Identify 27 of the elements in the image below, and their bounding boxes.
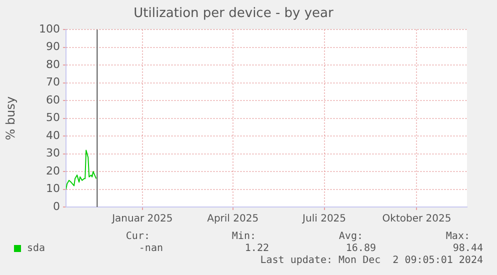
text: 1.22 (244, 243, 269, 254)
y-tick-label: 10 (46, 182, 60, 196)
y-tick-label: 90 (46, 40, 60, 54)
x-tick-label: Juli 2025 (302, 214, 346, 225)
y-tick-label: 60 (46, 93, 60, 106)
text: -nan (138, 243, 163, 254)
y-tick-label: 30 (46, 146, 60, 160)
y-tick-label: 0 (53, 200, 60, 213)
x-tick-label: Januar 2025 (111, 214, 173, 225)
y-tick-label: 100 (39, 22, 60, 36)
x-tick-label: April 2025 (207, 214, 259, 225)
text: Max: (444, 231, 470, 242)
y-tick-label: 20 (46, 164, 60, 178)
chart-title: Utilization per device - by year (134, 6, 334, 22)
text: Last update: Mon Dec 2 09:05:01 2024 (260, 255, 483, 266)
text: Cur: (124, 231, 150, 242)
text: 16.89 (344, 243, 376, 254)
y-tick-label: 80 (46, 58, 60, 71)
text: 98.44 (452, 243, 483, 254)
y-axis-title: % busy (3, 96, 18, 140)
x-tick-label: Oktober 2025 (382, 214, 452, 225)
text: Min: (230, 231, 256, 242)
text: Avg: (338, 231, 363, 242)
y-tick-label: 70 (46, 76, 60, 89)
y-tick-label: 50 (46, 111, 60, 124)
legend-label: sda (27, 243, 46, 254)
y-tick-label: 40 (46, 128, 60, 142)
